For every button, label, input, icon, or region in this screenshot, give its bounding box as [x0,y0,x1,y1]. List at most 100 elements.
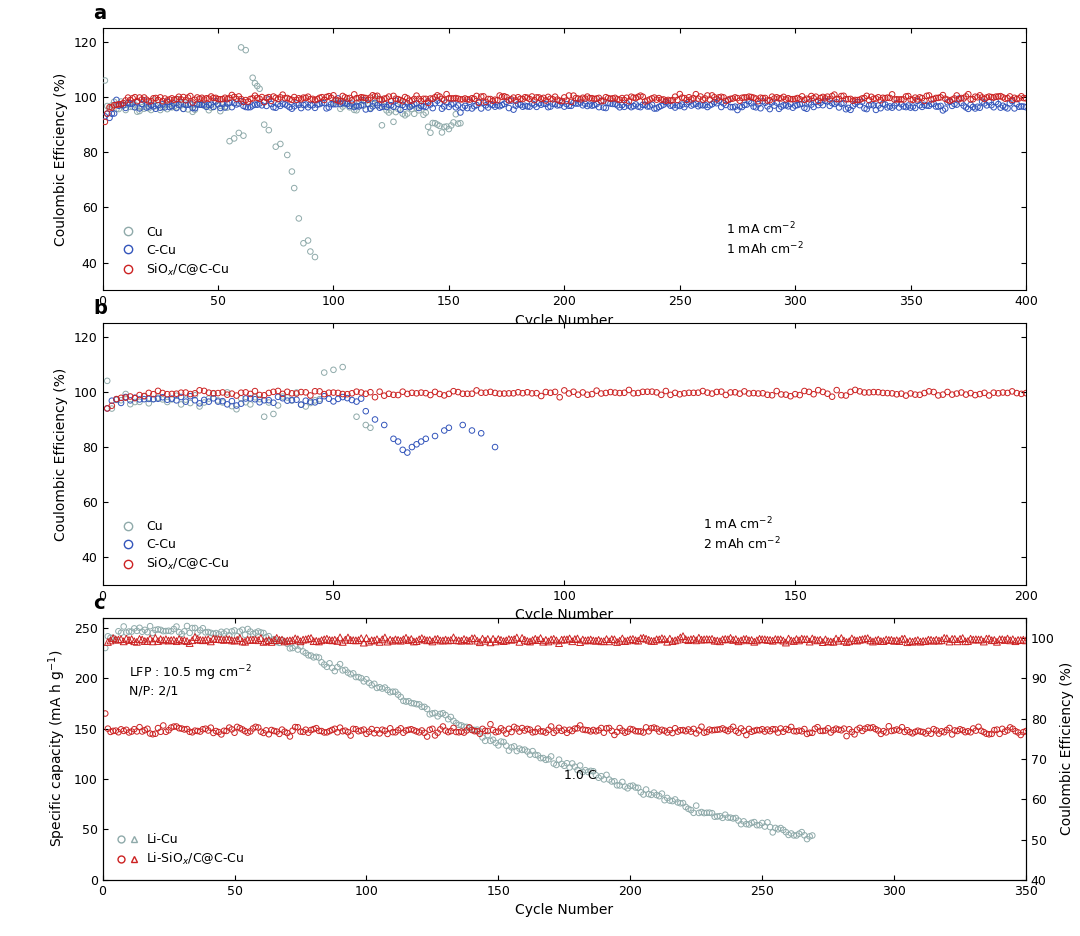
Point [786,92,804,107]
Point [575,632,592,647]
Point [447,39,464,54]
Point [131,632,148,647]
Point [969,90,986,105]
Point [564,634,581,649]
Point [265,100,282,115]
Point [138,96,156,111]
Point [715,95,732,110]
Point [611,93,629,108]
Point [123,34,140,49]
Point [405,696,422,711]
Point [627,97,645,112]
Point [441,122,458,137]
Point [260,90,278,105]
Point [902,100,919,115]
Point [221,91,239,106]
Point [293,397,310,412]
Point [569,631,586,646]
Point [397,35,415,50]
Point [600,634,618,649]
Point [653,723,671,738]
Point [888,633,905,648]
Point [482,33,499,48]
Point [622,89,639,104]
Point [912,635,929,650]
Point [967,388,984,402]
Point [800,92,818,107]
Point [414,33,431,48]
Point [794,89,811,104]
Point [357,672,375,687]
Point [260,386,278,401]
Point [796,632,813,647]
Point [429,632,446,647]
Point [877,97,894,112]
Point [995,90,1012,105]
Point [457,91,474,106]
Point [207,94,225,109]
Point [427,429,444,444]
Point [341,91,359,106]
Point [843,724,861,739]
Point [376,680,393,695]
Point [888,722,905,737]
Point [200,632,217,647]
Point [602,91,619,106]
Point [308,634,325,649]
Point [276,31,294,46]
Point [995,98,1012,113]
Point [334,89,351,104]
Point [659,635,676,650]
Point [311,90,328,105]
Point [611,386,629,401]
Point [429,36,446,51]
Point [284,640,301,655]
Point [725,633,742,648]
Point [1011,99,1028,114]
Point [414,723,431,738]
Point [313,655,330,670]
Point [220,632,238,647]
Point [178,619,195,634]
Point [1013,99,1030,114]
Point [372,726,389,741]
Point [345,722,362,737]
Point [408,386,426,401]
Point [976,95,994,110]
Point [516,633,534,648]
Point [648,787,665,802]
Point [157,97,174,112]
Point [674,629,691,644]
Point [165,93,183,108]
Point [886,98,903,113]
Point [565,95,582,110]
Point [823,95,840,110]
Point [487,736,504,751]
Point [443,96,460,111]
Point [491,387,509,402]
Point [248,91,266,106]
Point [449,385,467,400]
Point [355,674,373,689]
Point [292,634,309,649]
Point [679,37,697,52]
Point [447,100,464,115]
Y-axis label: Coulombic Efficiency (%): Coulombic Efficiency (%) [54,367,68,541]
Point [368,632,386,647]
Point [529,633,546,648]
Point [705,90,723,105]
Point [928,632,945,647]
Point [553,26,570,41]
Point [380,387,397,402]
Point [558,32,576,47]
Point [135,93,152,108]
Point [477,98,495,113]
Point [959,634,976,649]
Point [158,632,175,647]
Point [537,753,554,768]
Point [435,99,453,114]
Point [139,624,157,639]
Point [745,37,762,52]
Point [505,34,523,49]
Text: 1 mA cm$^{-2}$
1 mAh cm$^{-2}$: 1 mA cm$^{-2}$ 1 mAh cm$^{-2}$ [726,221,804,257]
